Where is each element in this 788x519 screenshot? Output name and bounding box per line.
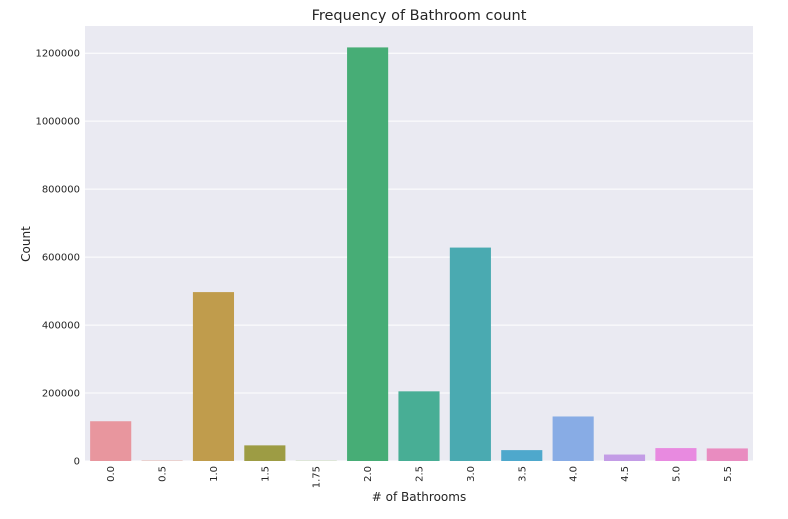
y-tick-label: 800000: [42, 185, 80, 196]
x-tick-label: 5.5: [723, 466, 734, 482]
y-tick-label: 400000: [42, 321, 80, 332]
bar-4-0: [553, 416, 594, 461]
bar-4-5: [604, 455, 645, 461]
x-axis-label: # of Bathrooms: [372, 490, 466, 504]
x-tick-label: 0.0: [106, 466, 117, 482]
x-tick-label: 4.0: [569, 466, 580, 482]
x-tick-label: 3.0: [466, 466, 477, 482]
bar-5-0: [655, 448, 696, 461]
bar-2-0: [347, 47, 388, 461]
x-tick-label: 2.5: [415, 466, 426, 482]
x-tick-label: 0.5: [158, 466, 169, 482]
x-tick-label: 1.5: [260, 466, 271, 482]
x-tick-label: 4.5: [620, 466, 631, 482]
chart-title: Frequency of Bathroom count: [312, 8, 527, 24]
y-tick-label: 200000: [42, 389, 80, 400]
bar-3-0: [450, 248, 491, 461]
bar-2-5: [398, 391, 439, 461]
bar-1-0: [193, 292, 234, 461]
x-tick-label: 1.75: [312, 466, 323, 488]
x-tick-label: 1.0: [209, 466, 220, 482]
x-tick-label: 2.0: [363, 466, 374, 482]
y-tick-label: 1200000: [35, 49, 80, 60]
bar-0-0: [90, 421, 131, 461]
y-axis-ticks: 0 200000 400000 600000 800000 1000000 1200000: [35, 49, 80, 468]
y-tick-label: 600000: [42, 253, 80, 264]
bar-1-5: [244, 445, 285, 461]
x-axis-ticks: 0.0 0.5 1.0 1.5 1.75 2.0 2.5 3.0 3.5 4.0 4.5 5.0 5.5: [106, 466, 734, 488]
bar-5-5: [707, 448, 748, 461]
y-tick-label: 1000000: [35, 117, 80, 128]
x-tick-label: 5.0: [671, 466, 682, 482]
y-tick-label: 0: [74, 457, 80, 468]
bar-3-5: [501, 450, 542, 461]
x-tick-label: 3.5: [517, 466, 528, 482]
y-axis-label: Count: [19, 226, 33, 262]
